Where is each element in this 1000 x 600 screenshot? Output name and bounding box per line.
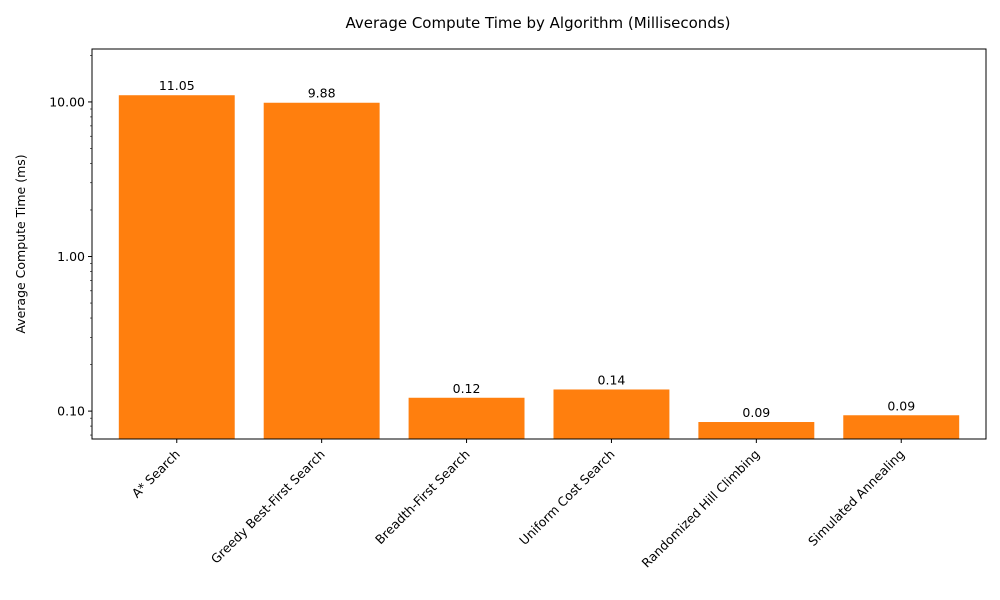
chart-title: Average Compute Time by Algorithm (Milli… [345,14,730,32]
x-tick-label: Randomized Hill Climbing [639,447,763,571]
x-tick-label: Simulated Annealing [805,447,907,549]
data-label: 0.09 [742,405,770,420]
data-label: 11.05 [159,78,195,93]
data-labels-group: 11.05 9.88 0.12 0.14 0.09 0.09 [159,78,915,420]
bar [553,389,670,439]
bar [843,415,960,439]
bar [698,422,815,439]
x-tick-label: Uniform Cost Search [516,447,617,548]
bar [118,95,235,439]
data-label: 0.14 [598,372,626,387]
x-tick-label: Greedy Best-First Search [208,447,328,567]
y-tick-label: 0.10 [57,404,85,419]
data-label: 0.09 [887,398,915,413]
bars-group [118,95,960,439]
y-axis: 0.10 1.00 10.00 [49,55,92,436]
bar [408,397,525,439]
data-label: 0.12 [453,381,481,396]
x-tick-label: A* Search [129,447,183,501]
plot-frame [91,48,987,440]
y-tick-label: 1.00 [57,249,85,264]
y-axis-title: Average Compute Time (ms) [13,154,28,333]
bar [263,102,380,439]
data-label: 9.88 [308,86,336,101]
x-tick-label: Breadth-First Search [372,447,473,548]
x-axis: A* Search Greedy Best-First Search Breadth… [129,439,907,571]
y-tick-label: 10.00 [49,94,85,109]
